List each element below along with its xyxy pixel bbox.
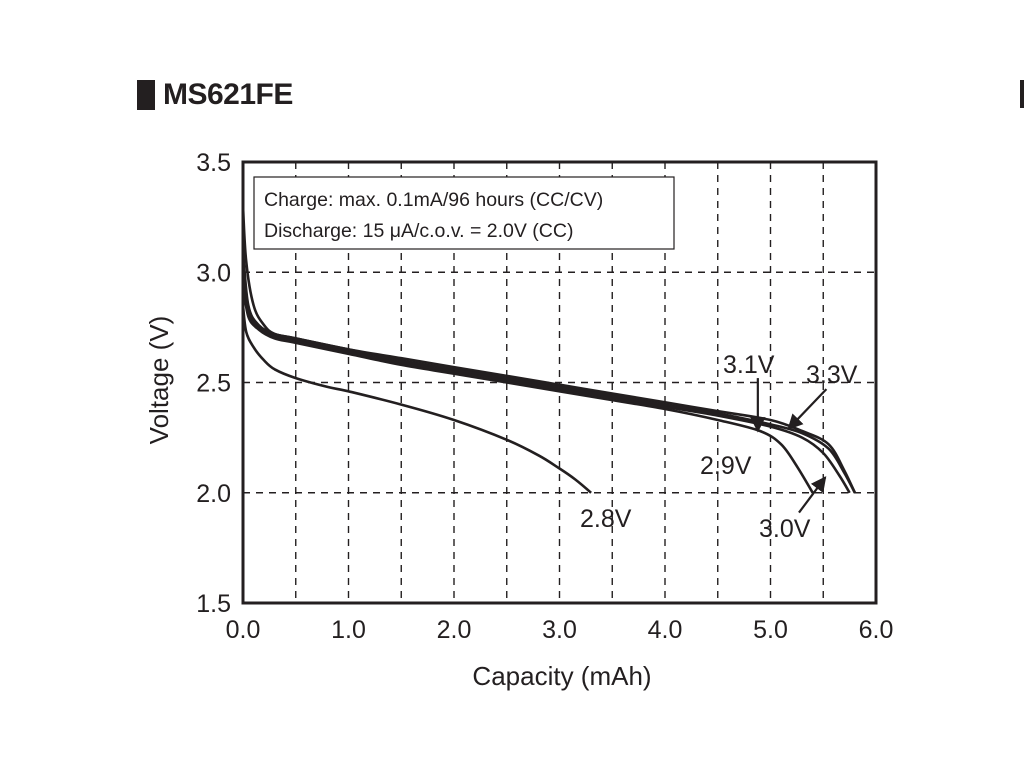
- series-line-2.9V: [241, 283, 814, 494]
- conditions-legend: Charge: max. 0.1mA/96 hours (CC/CV) Disc…: [253, 176, 675, 250]
- x-tick-label: 6.0: [859, 616, 894, 644]
- chart-title: MS621FE: [137, 78, 293, 112]
- x-tick-label: 5.0: [753, 616, 788, 644]
- label-3.1V: 3.1V: [723, 351, 775, 379]
- label-2.9V: 2.9V: [700, 452, 752, 480]
- y-axis-title: Voltage (V): [144, 316, 174, 445]
- x-tick-label: 0.0: [226, 616, 261, 644]
- series-line-2.8V: [241, 305, 592, 494]
- label-3.0V: 3.0V: [759, 515, 811, 543]
- arrow-3.0V: [798, 476, 827, 514]
- label-3.3V: 3.3V: [806, 361, 858, 389]
- x-axis-ticks: 0.0 1.0 2.0 3.0 4.0 5.0 6.0: [226, 616, 894, 644]
- y-axis-ticks: 1.5 2.0 2.5 3.0 3.5: [196, 149, 231, 618]
- title-text: MS621FE: [163, 78, 293, 111]
- x-tick-label: 3.0: [542, 616, 577, 644]
- legend-line-charge: Charge: max. 0.1mA/96 hours (CC/CV): [264, 189, 603, 211]
- grid: [243, 162, 876, 603]
- plot-frame: [241, 160, 878, 605]
- arrow-3.3V: [787, 388, 828, 430]
- y-tick-label: 3.0: [196, 259, 231, 287]
- edge-mark: [1020, 80, 1024, 108]
- legend-box: [253, 176, 675, 250]
- label-2.8V: 2.8V: [580, 505, 632, 533]
- x-tick-label: 2.0: [437, 616, 472, 644]
- y-tick-label: 2.5: [196, 370, 231, 398]
- y-tick-label: 3.5: [196, 149, 231, 177]
- x-tick-label: 1.0: [331, 616, 366, 644]
- series-group: [241, 206, 857, 494]
- y-tick-label: 1.5: [196, 590, 231, 618]
- legend-line-discharge: Discharge: 15 μA/c.o.v. = 2.0V (CC): [264, 220, 573, 242]
- series-line-3.3V: [241, 206, 857, 494]
- series-line-3.0V: [241, 267, 851, 494]
- annotations: 3.1V 3.3V 2.9V 2.8V 3.0V: [580, 351, 858, 543]
- title-square-icon: [137, 80, 155, 110]
- x-axis-title: Capacity (mAh): [472, 661, 651, 691]
- x-tick-label: 4.0: [648, 616, 683, 644]
- y-tick-label: 2.0: [196, 480, 231, 508]
